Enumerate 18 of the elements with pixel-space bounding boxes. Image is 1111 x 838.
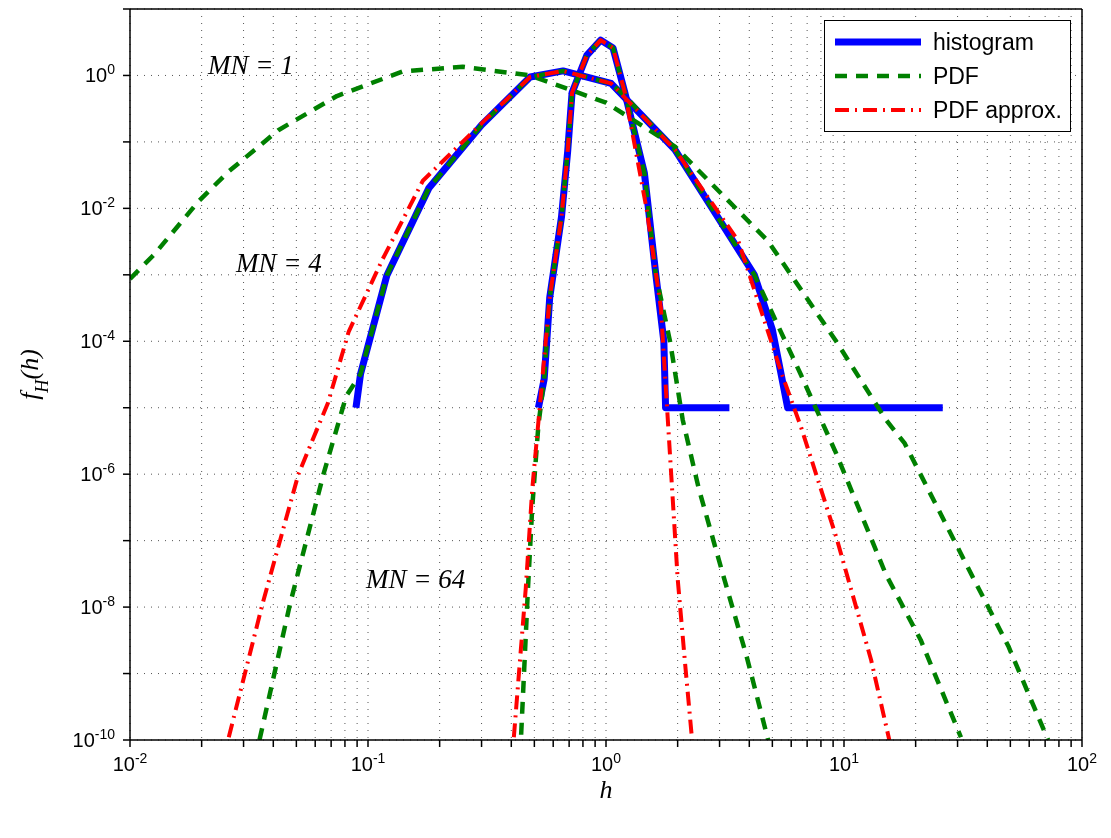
x-axis-title: h [599, 775, 613, 804]
annotation: MN = 4 [236, 248, 322, 279]
legend-label: PDF [932, 62, 979, 90]
y-tick-label: 10$^{0}$ [84, 61, 116, 87]
legend-label: PDF approx. [932, 96, 1062, 124]
y-tick-label: 10$^{-8}$ [80, 593, 116, 619]
y-tick-label: 10$^{-4}$ [80, 327, 116, 353]
legend-label: histogram [932, 28, 1034, 56]
y-tick-label: 10$^{-6}$ [80, 460, 116, 486]
annotation: MN = 1 [208, 50, 294, 81]
annotation: MN = 64 [366, 564, 466, 595]
x-tick-label: 10$^{-1}$ [350, 750, 386, 775]
y-tick-label: 10$^{-10}$ [72, 726, 116, 751]
x-tick-label: 10$^{-2}$ [112, 750, 148, 775]
y-tick-label: 10$^{-2}$ [80, 194, 116, 220]
x-tick-label: 10$^{1}$ [828, 750, 860, 775]
x-tick-label: 10$^{2}$ [1066, 750, 1098, 775]
x-tick-label: 10$^{0}$ [590, 750, 622, 775]
